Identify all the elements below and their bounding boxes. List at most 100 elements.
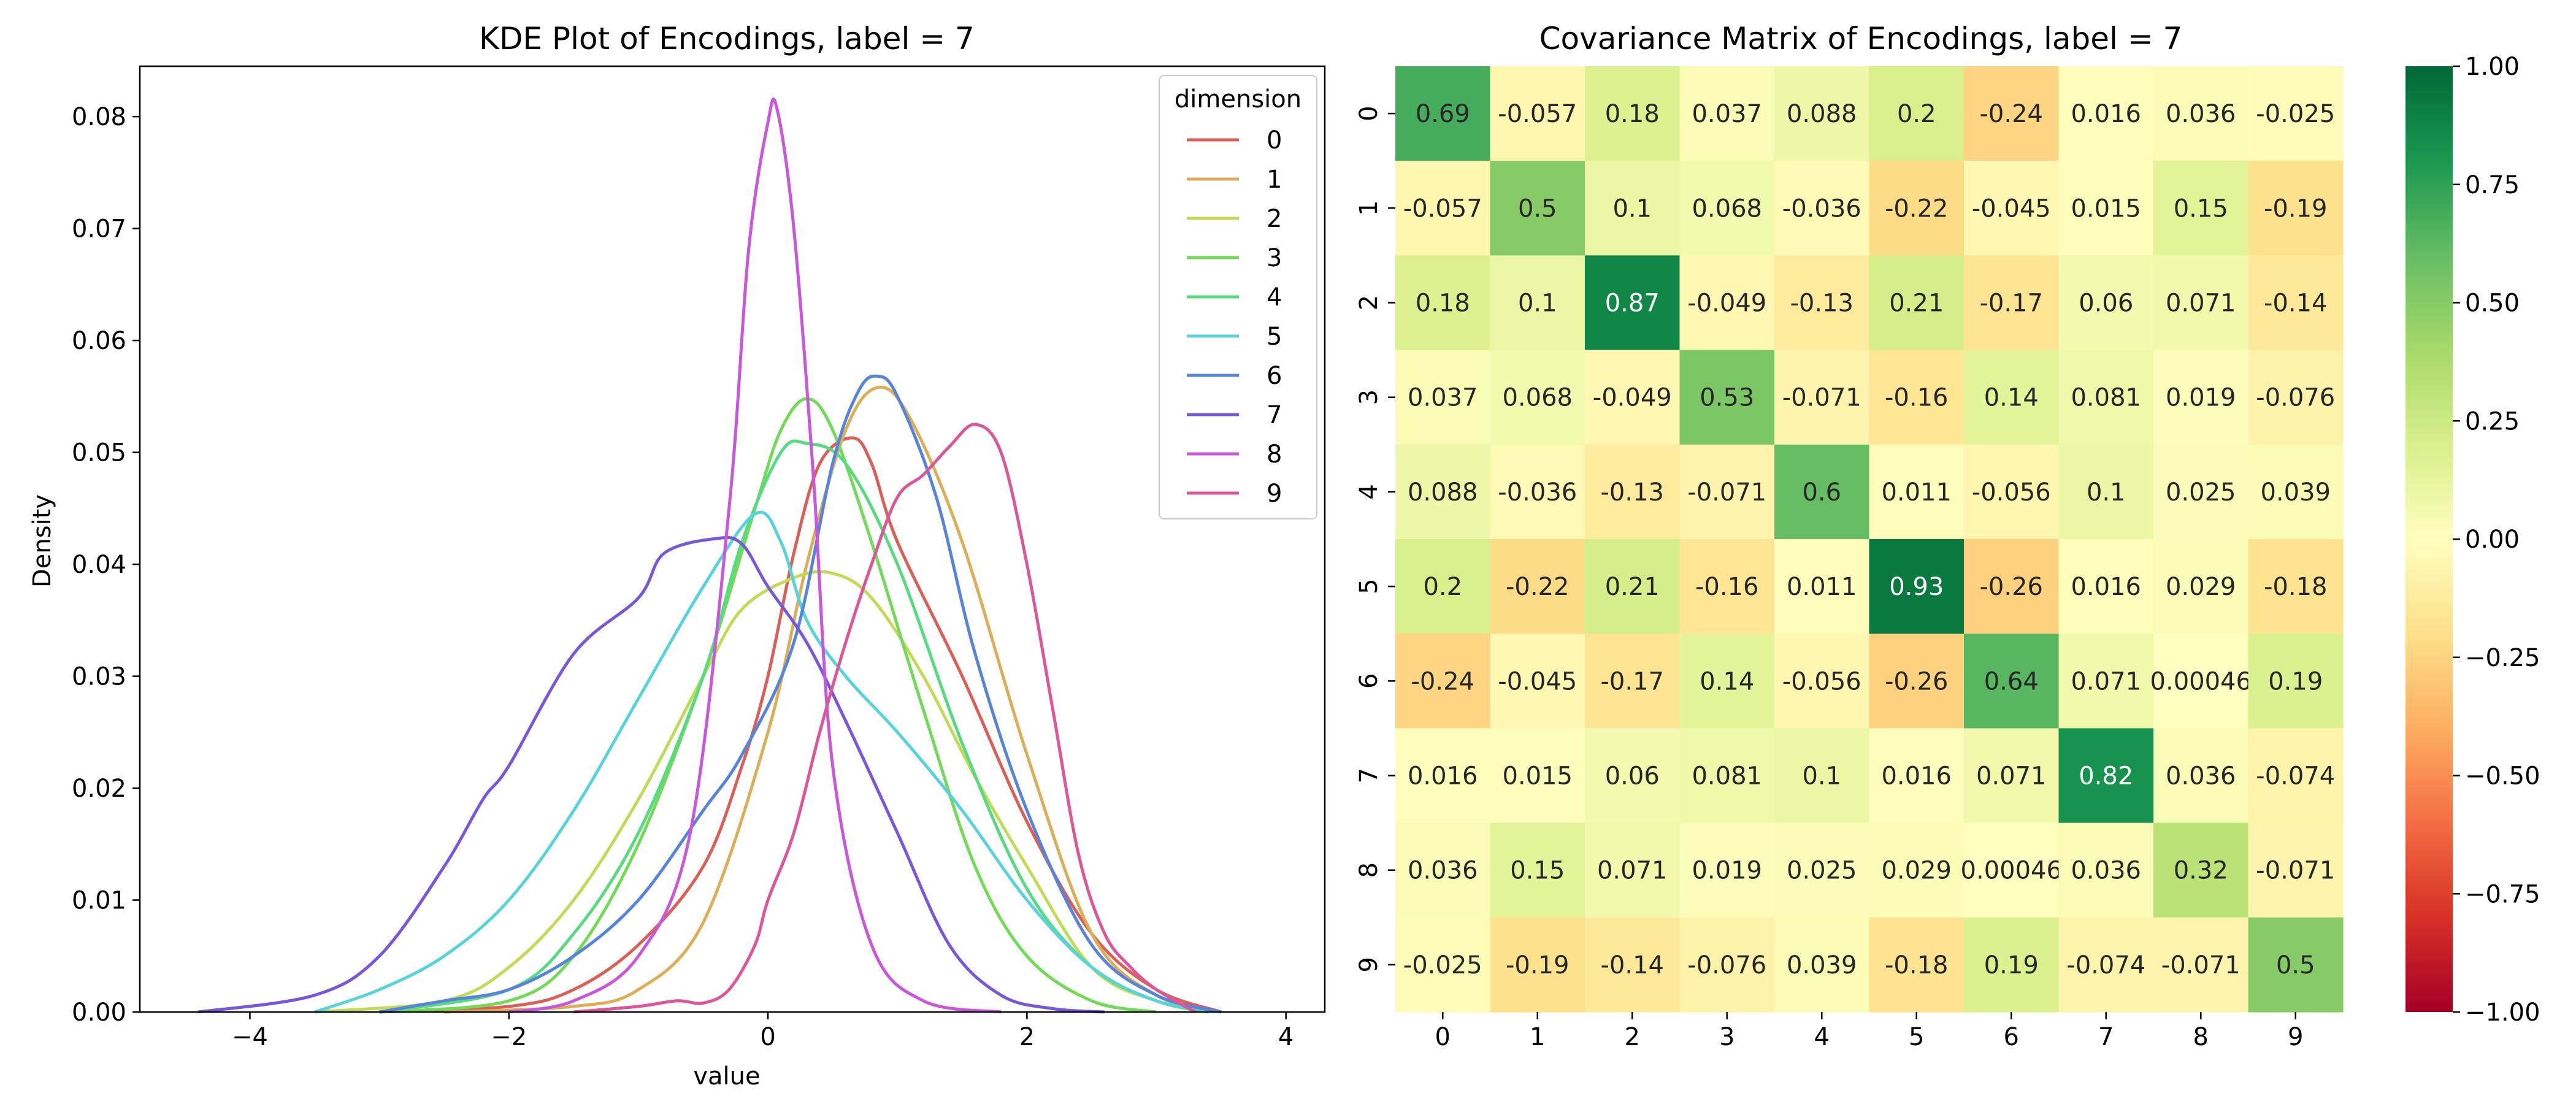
heatmap-cell-label: 0.016 bbox=[2071, 100, 2141, 128]
heatmap-cell-label: 0.21 bbox=[1889, 289, 1944, 318]
heatmap-cell-label: 0.06 bbox=[1605, 762, 1660, 791]
heatmap-cell bbox=[2058, 66, 2154, 161]
heatmap-cell bbox=[1395, 444, 1491, 540]
heatmap-cell bbox=[2248, 634, 2344, 729]
heatmap-cell-label: 0.068 bbox=[1692, 194, 1762, 223]
heatmap: Covariance Matrix of Encodings, label = … bbox=[1355, 21, 2540, 1051]
heatmap-cell bbox=[2153, 255, 2249, 351]
heatmap-cell-label: 0.1 bbox=[1612, 194, 1652, 223]
legend-label: 6 bbox=[1267, 362, 1282, 390]
kde-legend: dimension 0 1 2 3 4 5 6 7 8 9 bbox=[1159, 75, 1317, 519]
heatmap-cell-label: 0.036 bbox=[2071, 857, 2141, 885]
heatmap-cell-label: -0.24 bbox=[1411, 667, 1475, 696]
heatmap-cell-label: 0.071 bbox=[2166, 289, 2236, 318]
heatmap-cell-label: 0.015 bbox=[2071, 194, 2141, 223]
legend-label: 3 bbox=[1267, 244, 1282, 272]
heatmap-row-label: 6 bbox=[1355, 673, 1383, 689]
heatmap-cell-label: 0.2 bbox=[1423, 573, 1462, 601]
heatmap-row-label: 4 bbox=[1355, 484, 1383, 499]
heatmap-cell bbox=[1395, 66, 1491, 161]
heatmap-cell-label: 0.64 bbox=[1984, 667, 2039, 696]
heatmap-cell bbox=[1490, 634, 1585, 729]
heatmap-cell bbox=[2248, 917, 2344, 1013]
heatmap-cell bbox=[1869, 539, 1965, 634]
kde-line-dim-2 bbox=[314, 570, 1222, 1014]
heatmap-cell-label: 0.019 bbox=[2166, 384, 2236, 412]
heatmap-cell bbox=[1490, 917, 1585, 1013]
heatmap-cell-label: -0.036 bbox=[1498, 478, 1577, 507]
heatmap-cell-label: -0.17 bbox=[1601, 667, 1665, 696]
kde-ytick-label: 0.04 bbox=[72, 551, 126, 579]
legend-label: 0 bbox=[1267, 126, 1282, 155]
heatmap-cell bbox=[1585, 161, 1681, 256]
heatmap-cell bbox=[1964, 255, 2060, 351]
heatmap-cell bbox=[2058, 350, 2154, 445]
heatmap-cell-label: -0.18 bbox=[2264, 573, 2328, 601]
heatmap-cell bbox=[1679, 161, 1775, 256]
colorbar-tick-label: −0.50 bbox=[2465, 762, 2540, 791]
kde-xtick-label: 0 bbox=[760, 1023, 775, 1051]
heatmap-cell-label: 0.036 bbox=[1408, 857, 1478, 885]
heatmap-cell-label: 0.93 bbox=[1889, 573, 1944, 601]
heatmap-cell-label: 0.19 bbox=[2268, 667, 2323, 696]
kde-title: KDE Plot of Encodings, label = 7 bbox=[479, 21, 975, 56]
heatmap-cell bbox=[1395, 822, 1491, 918]
heatmap-cell-label: -0.057 bbox=[1403, 194, 1482, 223]
heatmap-cell bbox=[1964, 728, 2060, 824]
heatmap-row-label: 8 bbox=[1355, 862, 1383, 878]
heatmap-cell bbox=[1679, 822, 1775, 918]
heatmap-cell-label: 0.14 bbox=[1984, 384, 2039, 412]
heatmap-cell bbox=[1585, 917, 1681, 1013]
heatmap-cell bbox=[1774, 66, 1870, 161]
heatmap-cell-label: 0.15 bbox=[2174, 194, 2228, 223]
heatmap-cell-label: 0.06 bbox=[2079, 289, 2133, 318]
heatmap-cell bbox=[1774, 728, 1870, 824]
legend-label: 2 bbox=[1267, 205, 1282, 233]
kde-ylabel: Density bbox=[28, 494, 56, 588]
heatmap-cell bbox=[1395, 634, 1491, 729]
colorbar-tick-label: 0.25 bbox=[2465, 407, 2520, 435]
kde-ytick-label: 0.00 bbox=[72, 999, 126, 1027]
heatmap-cell-label: -0.16 bbox=[1695, 573, 1759, 601]
heatmap-col-label: 5 bbox=[1909, 1023, 1924, 1051]
heatmap-cell bbox=[2248, 822, 2344, 918]
heatmap-cell-label: 0.039 bbox=[2260, 478, 2331, 507]
heatmap-cell bbox=[1964, 917, 2060, 1013]
heatmap-cell bbox=[1869, 444, 1965, 540]
colorbar bbox=[2405, 66, 2453, 1012]
kde-ytick-label: 0.06 bbox=[72, 327, 126, 355]
heatmap-cell-label: -0.16 bbox=[1885, 384, 1949, 412]
heatmap-cell bbox=[1490, 161, 1585, 256]
kde-line-dim-8 bbox=[508, 97, 1002, 1014]
heatmap-col-label: 3 bbox=[1719, 1023, 1735, 1051]
heatmap-cell bbox=[1395, 255, 1491, 351]
heatmap-cell bbox=[1585, 255, 1681, 351]
heatmap-cell-label: -0.26 bbox=[1980, 573, 2044, 601]
heatmap-cell bbox=[1585, 350, 1681, 445]
heatmap-cell-label: 0.00046 bbox=[2150, 667, 2252, 696]
heatmap-cell-label: 0.016 bbox=[2071, 573, 2141, 601]
legend-label: 1 bbox=[1267, 166, 1282, 194]
heatmap-cell-label: 0.53 bbox=[1700, 384, 1754, 412]
heatmap-row-label: 9 bbox=[1355, 957, 1383, 972]
heatmap-cell bbox=[1490, 822, 1585, 918]
heatmap-cell bbox=[1964, 822, 2060, 918]
heatmap-cell-label: 0.18 bbox=[1416, 289, 1470, 318]
heatmap-cell-label: 0.039 bbox=[1787, 951, 1857, 979]
heatmap-cell-label: -0.076 bbox=[1687, 951, 1766, 979]
heatmap-cell bbox=[1869, 350, 1965, 445]
heatmap-cell-label: -0.13 bbox=[1601, 478, 1665, 507]
heatmap-cell bbox=[2153, 66, 2249, 161]
kde-line-dim-4 bbox=[379, 439, 1209, 1014]
kde-line-dim-3 bbox=[379, 397, 1157, 1014]
kde-line-dim-0 bbox=[379, 436, 1222, 1014]
heatmap-cell bbox=[1490, 728, 1585, 824]
colorbar-tick-label: −0.25 bbox=[2465, 644, 2540, 672]
heatmap-cell-label: 0.088 bbox=[1787, 100, 1857, 128]
kde-ytick-label: 0.01 bbox=[72, 887, 126, 915]
heatmap-cell-label: 0.071 bbox=[1976, 762, 2047, 791]
heatmap-cell-label: -0.025 bbox=[1403, 951, 1482, 979]
heatmap-cell-label: -0.036 bbox=[1782, 194, 1861, 223]
heatmap-cell-label: 0.036 bbox=[2166, 100, 2236, 128]
heatmap-cell bbox=[1395, 917, 1491, 1013]
